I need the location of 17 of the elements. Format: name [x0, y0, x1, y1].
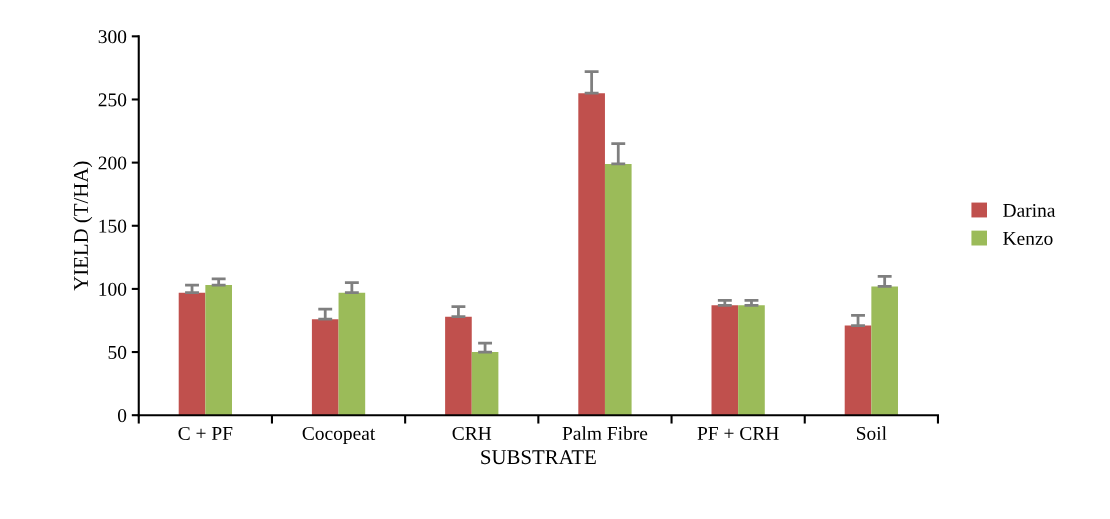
- y-tick-label: 300: [98, 30, 127, 44]
- x-tick-label: Palm Fibre: [562, 426, 648, 440]
- x-tick-label: Cocopeat: [302, 426, 376, 444]
- y-tick-label: 200: [98, 156, 127, 170]
- x-tick-label: PF + CRH: [697, 426, 779, 440]
- y-tick-label: 50: [108, 345, 127, 359]
- y-axis-title: YIELD (T/HA): [73, 161, 93, 291]
- legend-label: Kenzo: [1003, 232, 1053, 246]
- y-tick-label: 250: [98, 93, 127, 107]
- y-tick-label: 0: [117, 409, 127, 423]
- x-tick-label: C + PF: [178, 426, 233, 440]
- y-tick-label: 100: [99, 282, 127, 296]
- x-axis-title: SUBSTRATE: [481, 450, 596, 465]
- legend-label: Darina: [1003, 203, 1056, 217]
- x-tick-label: CRH: [452, 426, 492, 440]
- x-tick-label: Soil: [856, 426, 887, 440]
- y-tick-label: 150: [99, 219, 127, 233]
